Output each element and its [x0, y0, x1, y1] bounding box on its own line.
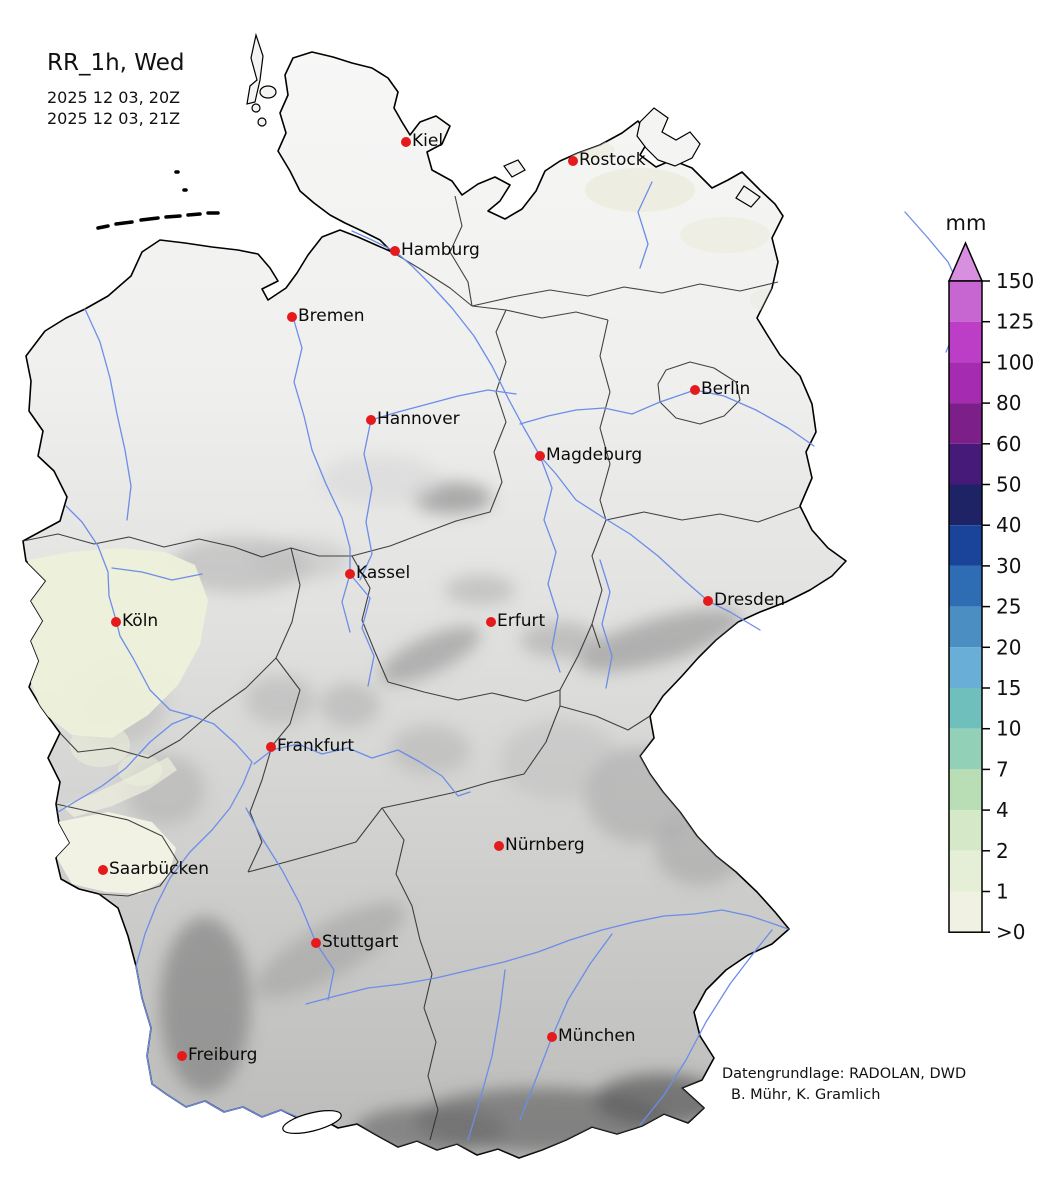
- city-dot: [494, 841, 504, 851]
- map-title: RR_1h, Wed: [47, 50, 185, 76]
- city-dot: [98, 865, 108, 875]
- city-label: Magdeburg: [546, 445, 643, 465]
- city-dot: [366, 415, 376, 425]
- city-dot: [390, 246, 400, 256]
- city-label: Kassel: [356, 563, 411, 583]
- city-dot: [177, 1051, 187, 1061]
- city-dot: [345, 569, 355, 579]
- city-label: Saarbücken: [109, 859, 209, 879]
- city-dot: [535, 451, 545, 461]
- city-dot: [287, 312, 297, 322]
- city-dot: [547, 1032, 557, 1042]
- rivers: [57, 181, 963, 1141]
- date-range: 2025 12 03, 20Z 2025 12 03, 21Z: [47, 87, 184, 129]
- city-label: Köln: [122, 611, 159, 631]
- city-label: Frankfurt: [277, 736, 354, 756]
- city-label: Bremen: [298, 306, 365, 326]
- city-dot: [568, 156, 578, 166]
- attribution-authors: B. Mühr, K. Gramlich: [731, 1087, 881, 1103]
- city-label: Kiel: [412, 131, 444, 151]
- state-borders: [22, 195, 801, 1141]
- city-label: Rostock: [579, 150, 646, 170]
- islands: [246, 32, 761, 1134]
- city-label: Hannover: [377, 409, 460, 429]
- colorbar-unit-label: mm: [945, 211, 987, 235]
- city-dot: [111, 617, 121, 627]
- city-label: Berlin: [701, 379, 751, 399]
- attribution: Datengrundlage: RADOLAN, DWD B. Mühr, K.…: [722, 1064, 966, 1106]
- city-dot: [266, 742, 276, 752]
- date-to: 2025 12 03, 21Z: [47, 109, 181, 128]
- city-dot: [690, 385, 700, 395]
- city-label: München: [558, 1026, 636, 1046]
- city-label: Hamburg: [401, 240, 480, 260]
- map-header: RR_1h, Wed 2025 12 03, 20Z 2025 12 03, 2…: [47, 50, 184, 129]
- city-label: Erfurt: [497, 611, 546, 631]
- city-dot: [486, 617, 496, 627]
- date-from: 2025 12 03, 20Z: [47, 88, 181, 107]
- precip-overlay: [24, 140, 790, 894]
- city-dot: [703, 596, 713, 606]
- city-label: Freiburg: [188, 1045, 258, 1065]
- city-dot: [311, 938, 321, 948]
- city-label: Dresden: [714, 590, 786, 610]
- city-label: Stuttgart: [322, 932, 399, 952]
- coastal-islets: [96, 170, 220, 230]
- attribution-source: Datengrundlage: RADOLAN, DWD: [722, 1066, 967, 1082]
- city-dot: [401, 137, 411, 147]
- city-label: Nürnberg: [505, 835, 585, 855]
